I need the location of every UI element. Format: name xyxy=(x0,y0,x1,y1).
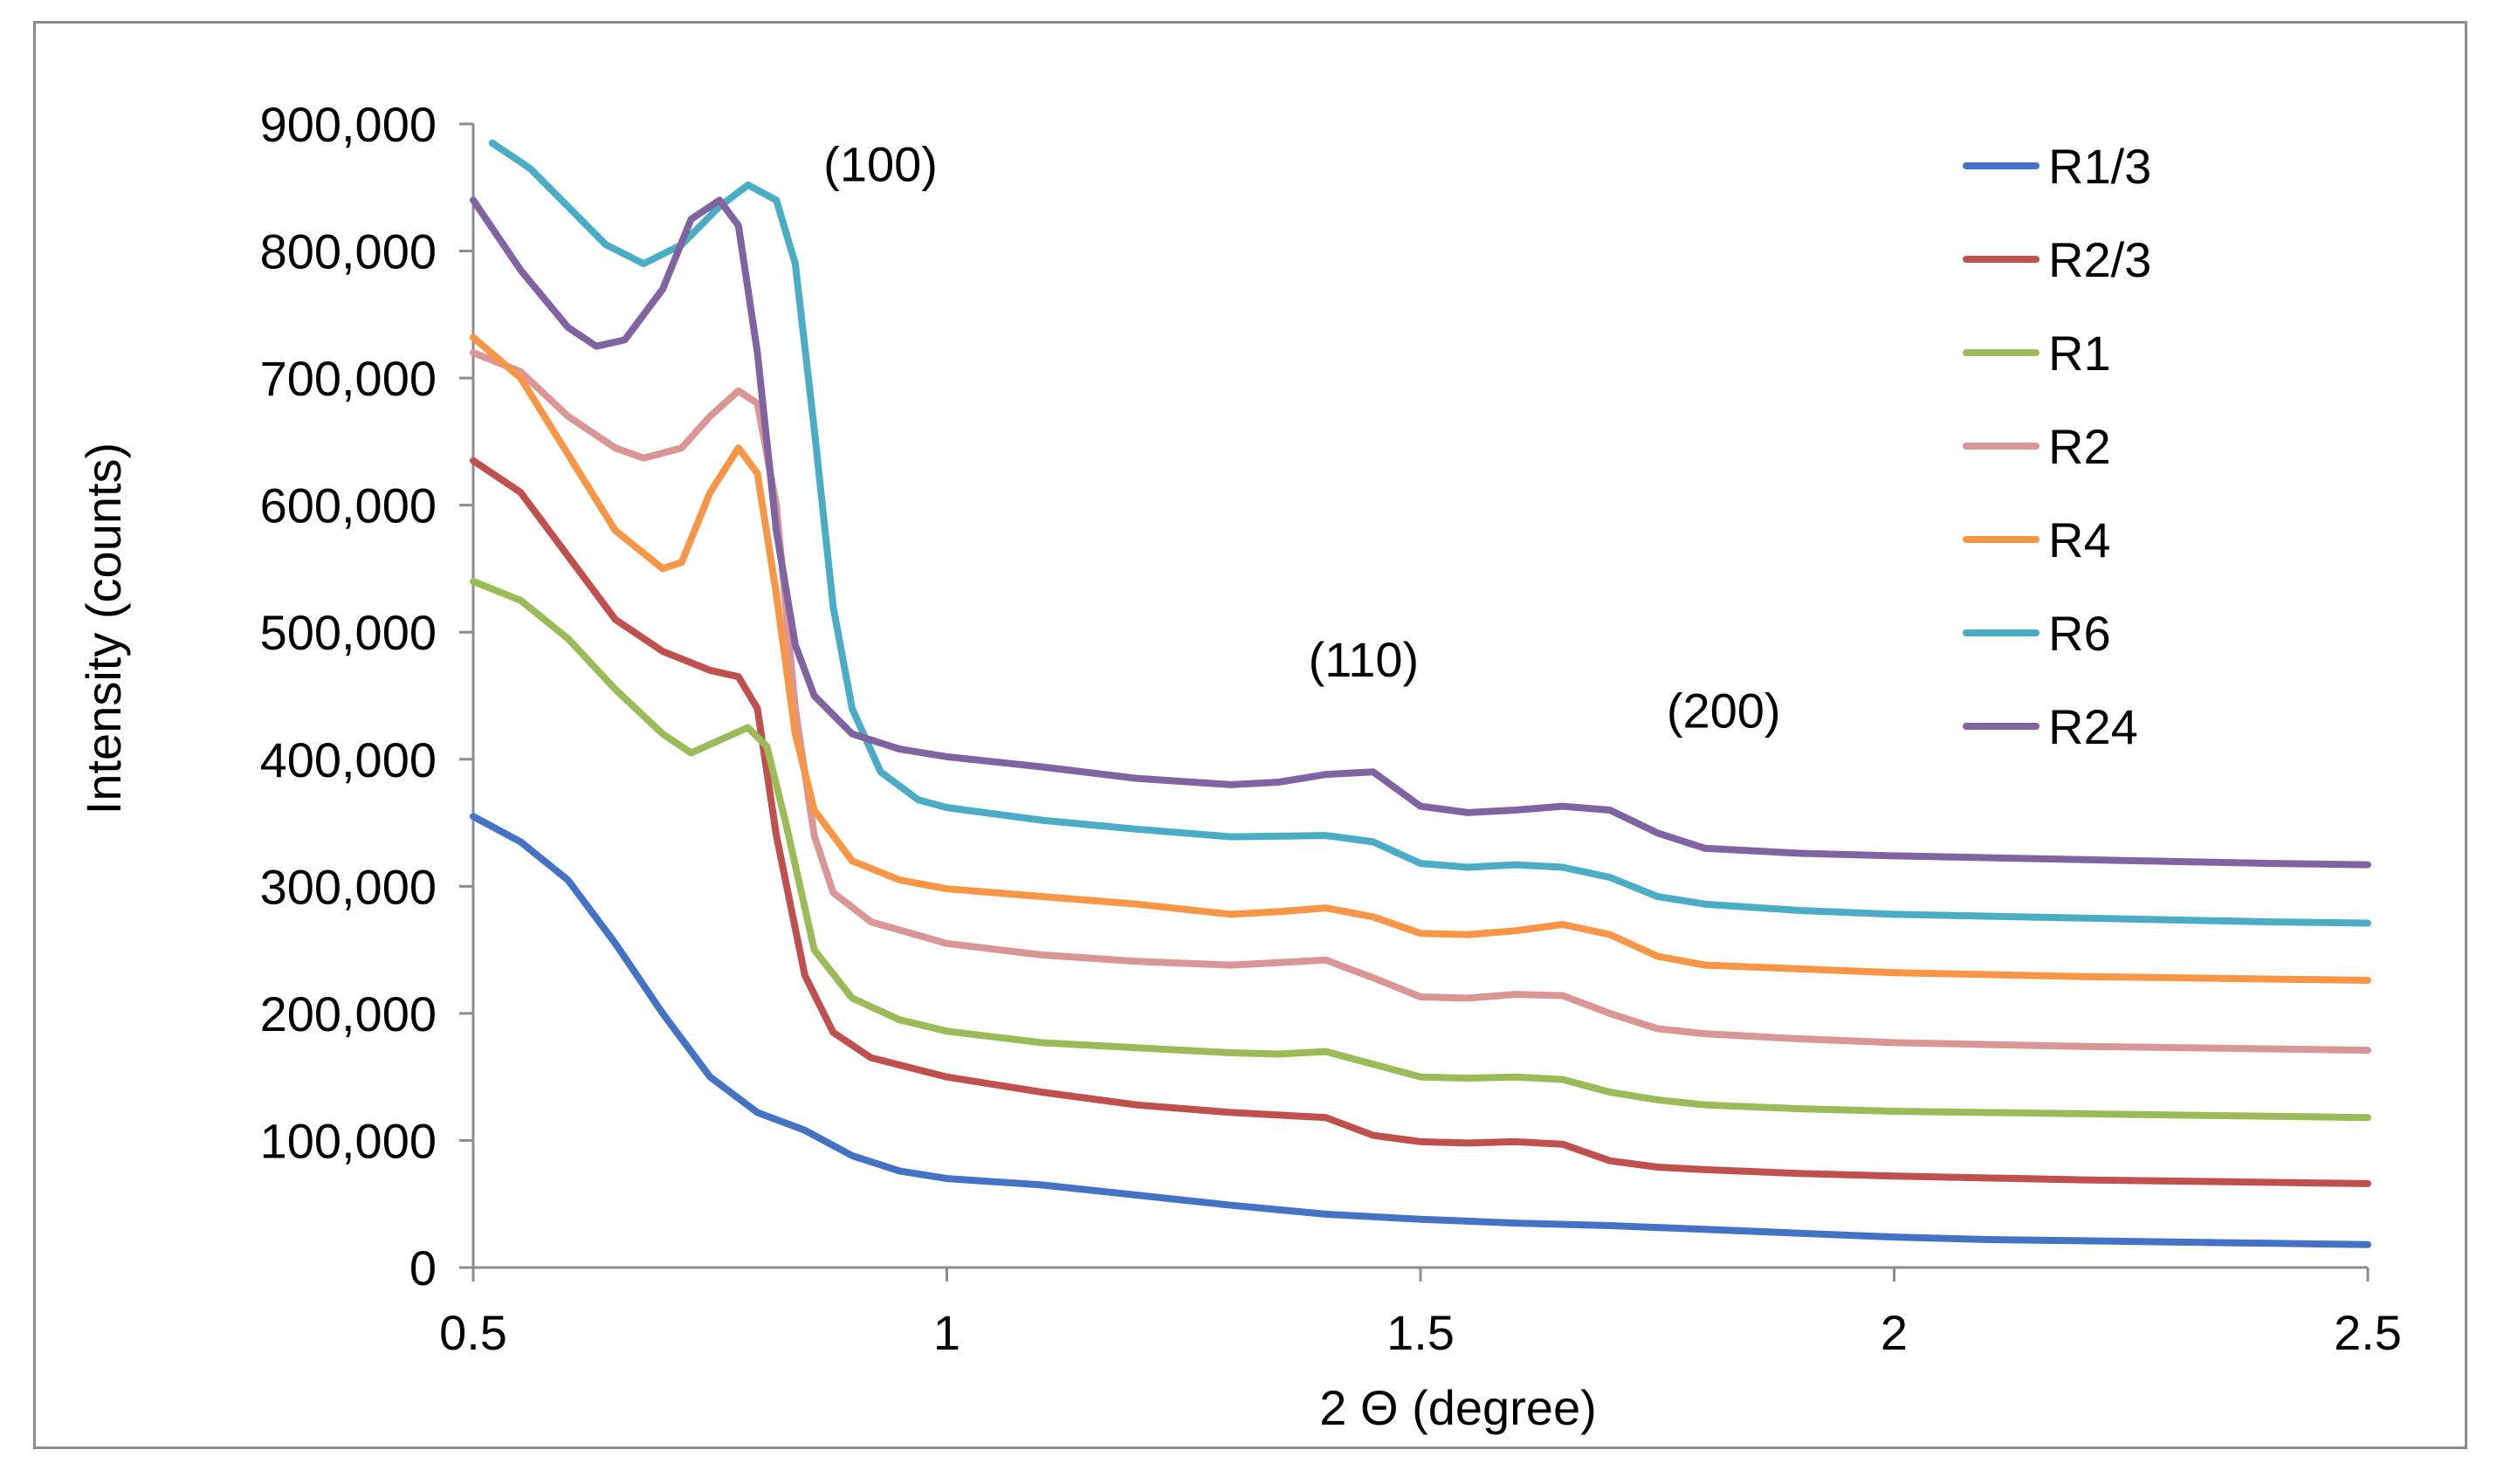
y-tick-label: 0 xyxy=(409,1240,437,1295)
y-tick-label: 400,000 xyxy=(260,732,437,787)
series-layer xyxy=(470,139,2371,1248)
annotations: (100) (110) (200) xyxy=(823,137,1780,739)
axes: 0 100,000 200,000 300,000 400,000 500,000 600,… xyxy=(260,97,2402,1360)
y-tick-label: 500,000 xyxy=(260,605,437,660)
legend-label: R4 xyxy=(2048,512,2111,567)
legend-label: R24 xyxy=(2048,699,2138,754)
series-line-r1-3 xyxy=(470,813,2371,1248)
series-line-r2-3 xyxy=(470,457,2371,1187)
y-tick-label: 300,000 xyxy=(260,859,437,914)
series-line-r1 xyxy=(470,578,2371,1122)
series-line-r2 xyxy=(470,349,2371,1055)
y-tick-label: 100,000 xyxy=(260,1113,437,1168)
legend-label: R1/3 xyxy=(2048,139,2151,194)
y-tick-label: 800,000 xyxy=(260,224,437,279)
y-tick-label: 900,000 xyxy=(260,97,437,152)
legend-label: R1 xyxy=(2048,326,2111,381)
y-axis-title: Intensity (counts) xyxy=(76,443,131,814)
x-axis-title: 2 Θ (degree) xyxy=(1319,1380,1597,1435)
series-line-r24 xyxy=(470,196,2371,869)
legend-label: R2 xyxy=(2048,419,2111,474)
legend: R1/3 R2/3 R1 R2 R4 R6 R24 xyxy=(1963,139,2151,754)
legend-label: R6 xyxy=(2048,606,2111,661)
peak-annotation: (110) xyxy=(1309,632,1420,687)
peak-annotation: (100) xyxy=(823,137,938,192)
y-tick-label: 200,000 xyxy=(260,986,437,1041)
x-tick-label: 1 xyxy=(933,1305,960,1360)
x-tick-label: 2.5 xyxy=(2334,1305,2402,1360)
y-tick-label: 600,000 xyxy=(260,478,437,533)
x-tick-label: 2 xyxy=(1881,1305,1908,1360)
series-line-r6 xyxy=(488,139,2371,927)
series-line-r4 xyxy=(470,333,2371,984)
legend-label: R2/3 xyxy=(2048,232,2151,287)
chart-frame xyxy=(33,21,2467,1449)
x-tick-label: 0.5 xyxy=(439,1305,507,1360)
y-tick-label: 700,000 xyxy=(260,351,437,406)
peak-annotation: (200) xyxy=(1667,683,1781,738)
x-tick-label: 1.5 xyxy=(1386,1305,1455,1360)
